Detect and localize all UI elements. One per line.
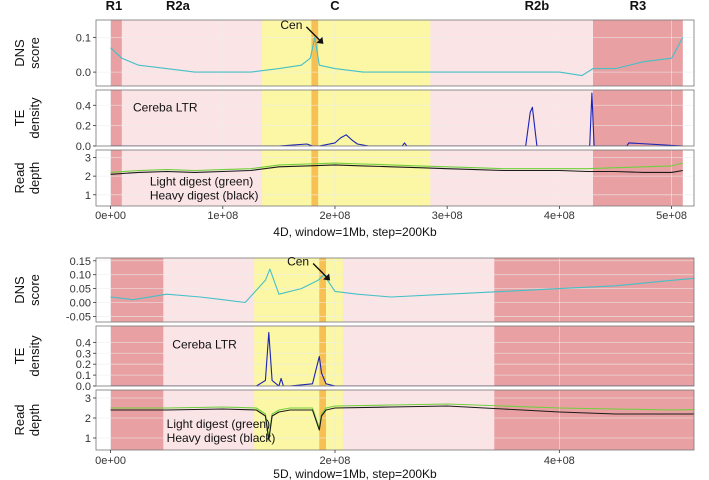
y-tick-label: 2 bbox=[85, 171, 91, 183]
y-tick-label: 0.0 bbox=[76, 141, 91, 153]
region-band-cen bbox=[311, 90, 319, 146]
region-band-r bbox=[110, 326, 164, 386]
panel-depth bbox=[96, 150, 694, 206]
y-axis-title: density bbox=[27, 97, 42, 139]
x-tick-label: 4e+08 bbox=[544, 455, 575, 467]
panel-dns bbox=[96, 20, 694, 86]
cen-arrow-head bbox=[316, 36, 324, 44]
panel-frame bbox=[95, 389, 695, 451]
y-axis-title: score bbox=[27, 37, 42, 69]
x-tick-label: 4e+08 bbox=[544, 210, 575, 222]
y-axis-title: TE bbox=[12, 109, 27, 126]
series-line-te bbox=[110, 92, 683, 146]
panel-dns bbox=[96, 258, 694, 322]
series-line-light bbox=[110, 162, 683, 173]
y-tick-label: 0.0 bbox=[76, 67, 91, 79]
region-label: R2b bbox=[525, 0, 550, 13]
region-label: C bbox=[330, 0, 340, 13]
y-tick-label: 0.3 bbox=[76, 348, 91, 360]
region-band-r bbox=[494, 326, 694, 386]
region-band-r bbox=[110, 150, 122, 206]
series-line-heavy bbox=[110, 405, 694, 441]
y-tick-label: 0.05 bbox=[70, 284, 91, 296]
cen-arrow-head bbox=[323, 273, 331, 281]
region-band-cen bbox=[311, 20, 319, 86]
panel-frame bbox=[95, 89, 695, 147]
region-band-r bbox=[593, 20, 683, 86]
y-axis-title: DNS bbox=[12, 276, 27, 304]
y-axis-title: density bbox=[27, 335, 42, 377]
y-axis-title: depth bbox=[27, 404, 42, 437]
y-tick-label: 1 bbox=[85, 433, 91, 445]
y-tick-label: 0.15 bbox=[70, 256, 91, 268]
series-line-heavy bbox=[110, 164, 683, 175]
x-tick-label: 2e+08 bbox=[320, 210, 351, 222]
panel-frame bbox=[95, 325, 695, 387]
region-band-r bbox=[494, 390, 694, 450]
digest-legend-label: Light digest (green) bbox=[167, 417, 270, 431]
cen-annotation: Cen bbox=[287, 254, 309, 268]
region-label: R2a bbox=[166, 0, 191, 13]
panel-te bbox=[96, 326, 694, 386]
y-tick-label: 3 bbox=[85, 152, 91, 164]
cen-annotation: Cen bbox=[280, 18, 302, 32]
region-band-c bbox=[254, 258, 343, 322]
y-axis-title: DNS bbox=[12, 39, 27, 67]
y-tick-label: 0.2 bbox=[76, 359, 91, 371]
te-annotation: Cereba LTR bbox=[133, 100, 198, 114]
y-axis-title: depth bbox=[27, 162, 42, 195]
region-band-r bbox=[110, 90, 122, 146]
region-band-cen bbox=[319, 390, 326, 450]
y-axis-title: TE bbox=[12, 347, 27, 364]
y-tick-label: -0.05 bbox=[66, 311, 91, 323]
y-tick-label: 0.4 bbox=[76, 100, 91, 112]
x-tick-label: 0e+00 bbox=[95, 210, 126, 222]
y-tick-label: 0.0 bbox=[76, 381, 91, 393]
y-tick-label: 0.1 bbox=[76, 32, 91, 44]
region-label: R1 bbox=[106, 0, 123, 13]
y-tick-label: 1 bbox=[85, 190, 91, 202]
x-axis-title: 5D, window=1Mb, step=200Kb bbox=[273, 467, 437, 480]
te-annotation: Cereba LTR bbox=[172, 338, 237, 352]
y-axis-title: Read bbox=[12, 404, 27, 435]
x-tick-label: 1e+08 bbox=[207, 210, 238, 222]
y-tick-label: 0.2 bbox=[76, 121, 91, 133]
digest-legend-label: Light digest (green) bbox=[150, 174, 253, 188]
y-axis-title: Read bbox=[12, 162, 27, 193]
region-band-r bbox=[110, 258, 164, 322]
y-tick-label: 0.4 bbox=[76, 337, 91, 349]
region-band-cen bbox=[311, 150, 319, 206]
panel-te bbox=[96, 90, 694, 146]
panel-depth bbox=[96, 390, 694, 450]
digest-legend-label: Heavy digest (black) bbox=[167, 431, 276, 445]
panel-frame bbox=[95, 257, 695, 323]
x-tick-label: 5e+08 bbox=[656, 210, 687, 222]
x-tick-label: 0e+00 bbox=[95, 455, 126, 467]
panel-frame bbox=[95, 149, 695, 207]
x-tick-label: 2e+08 bbox=[320, 455, 351, 467]
x-axis-title: 4D, window=1Mb, step=200Kb bbox=[273, 225, 437, 239]
y-tick-label: 0.10 bbox=[70, 270, 91, 282]
panel-frame bbox=[95, 19, 695, 87]
region-band-r bbox=[593, 150, 683, 206]
region-label: R3 bbox=[630, 0, 647, 13]
region-band-r bbox=[110, 390, 164, 450]
series-line-te bbox=[110, 331, 694, 386]
y-tick-label: 2 bbox=[85, 413, 91, 425]
y-tick-label: 0.1 bbox=[76, 370, 91, 382]
region-band-cen bbox=[319, 258, 326, 322]
series-line-dns bbox=[110, 36, 684, 77]
region-band-c bbox=[262, 20, 431, 86]
region-band-r bbox=[593, 90, 683, 146]
x-tick-label: 3e+08 bbox=[432, 210, 463, 222]
y-tick-label: 0.00 bbox=[70, 298, 91, 310]
region-band-cen bbox=[319, 326, 326, 386]
y-axis-title: score bbox=[27, 274, 42, 306]
y-tick-label: 3 bbox=[85, 393, 91, 405]
region-band-c bbox=[262, 150, 431, 206]
digest-legend-label: Heavy digest (black) bbox=[150, 188, 259, 202]
region-band-c bbox=[262, 90, 431, 146]
